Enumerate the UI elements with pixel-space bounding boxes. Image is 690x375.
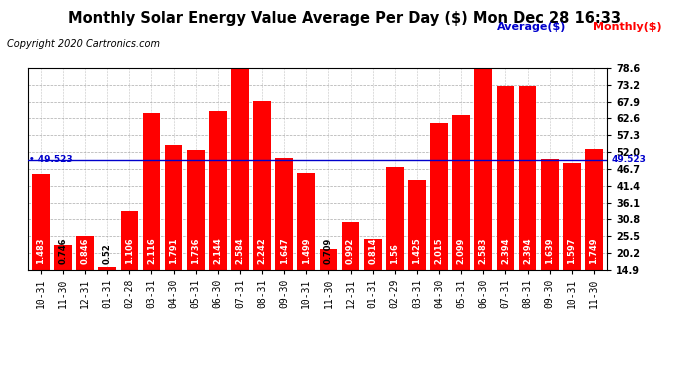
Text: 0.846: 0.846 [81, 237, 90, 264]
Text: 1.639: 1.639 [545, 237, 554, 264]
Text: 2.242: 2.242 [257, 237, 266, 264]
Bar [99, 267, 116, 270]
Bar [453, 115, 470, 270]
Bar [408, 180, 426, 270]
Text: 1.749: 1.749 [589, 237, 598, 264]
Text: 0.52: 0.52 [103, 243, 112, 264]
Bar [121, 211, 138, 270]
Bar [319, 249, 337, 270]
Bar [431, 123, 448, 270]
Bar [143, 113, 160, 270]
Bar [541, 159, 558, 270]
Text: 2.394: 2.394 [501, 237, 510, 264]
Text: 2.116: 2.116 [147, 237, 156, 264]
Text: 0.992: 0.992 [346, 237, 355, 264]
Text: 1.483: 1.483 [37, 237, 46, 264]
Text: 1.56: 1.56 [391, 243, 400, 264]
Bar [275, 159, 293, 270]
Text: 49.523: 49.523 [611, 155, 647, 164]
Bar [475, 68, 492, 270]
Text: 2.584: 2.584 [235, 237, 244, 264]
Bar [209, 111, 227, 270]
Text: 2.015: 2.015 [435, 237, 444, 264]
Bar [563, 163, 581, 270]
Text: 2.099: 2.099 [457, 237, 466, 264]
Bar [364, 239, 382, 270]
Bar [165, 145, 182, 270]
Bar [342, 222, 359, 270]
Bar [253, 101, 271, 270]
Bar [297, 173, 315, 270]
Text: • 49.523: • 49.523 [29, 155, 72, 164]
Text: 0.814: 0.814 [368, 237, 377, 264]
Text: 1.791: 1.791 [169, 237, 178, 264]
Bar [54, 245, 72, 270]
Bar [519, 86, 536, 270]
Text: Copyright 2020 Cartronics.com: Copyright 2020 Cartronics.com [7, 39, 160, 50]
Text: 1.736: 1.736 [191, 237, 200, 264]
Text: 1.597: 1.597 [567, 237, 576, 264]
Text: 2.144: 2.144 [213, 237, 222, 264]
Bar [585, 148, 603, 270]
Text: 2.394: 2.394 [523, 237, 532, 264]
Bar [77, 236, 94, 270]
Bar [231, 68, 249, 270]
Text: Monthly Solar Energy Value Average Per Day ($) Mon Dec 28 16:33: Monthly Solar Energy Value Average Per D… [68, 11, 622, 26]
Text: 1.499: 1.499 [302, 237, 310, 264]
Bar [497, 86, 514, 270]
Text: 0.709: 0.709 [324, 237, 333, 264]
Text: 2.583: 2.583 [479, 237, 488, 264]
Bar [187, 150, 204, 270]
Text: 1.425: 1.425 [413, 237, 422, 264]
Text: 1.647: 1.647 [279, 237, 288, 264]
Bar [386, 167, 404, 270]
Text: Monthly($): Monthly($) [593, 22, 662, 33]
Bar [32, 174, 50, 270]
Text: 1.106: 1.106 [125, 237, 134, 264]
Text: Average($): Average($) [497, 22, 566, 33]
Text: 0.746: 0.746 [59, 237, 68, 264]
